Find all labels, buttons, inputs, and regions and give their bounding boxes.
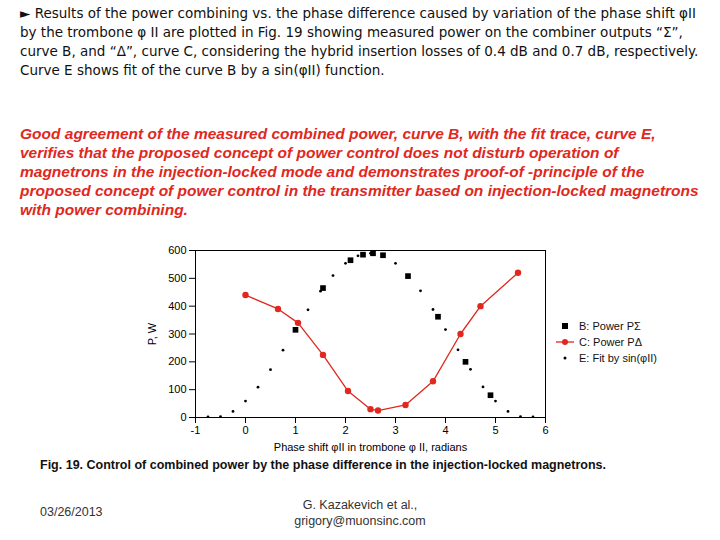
html-text:Good agreement of the measured: Good agreement of the measured combined … bbox=[20, 125, 699, 218]
svg-text:5: 5 bbox=[492, 424, 498, 436]
html-text:► Results of the power combini: ► Results of the power combining vs. the… bbox=[20, 5, 699, 78]
svg-text:4: 4 bbox=[442, 424, 448, 436]
svg-text:1: 1 bbox=[292, 424, 298, 436]
html-text:E: Fit by sin(φII): E: Fit by sin(φII) bbox=[579, 352, 657, 364]
svg-text:0: 0 bbox=[242, 424, 248, 436]
html-text:grigory@muonsinc.com: grigory@muonsinc.com bbox=[294, 514, 426, 528]
svg-text:-1: -1 bbox=[191, 424, 201, 436]
svg-text:600: 600 bbox=[168, 244, 186, 256]
html-text:B: Power PΣ: B: Power PΣ bbox=[579, 320, 641, 332]
svg-text:Phase shift φII in trombone φ: Phase shift φII in trombone φ II, radian… bbox=[274, 441, 468, 453]
svg-text:6: 6 bbox=[542, 424, 548, 436]
svg-text:100: 100 bbox=[168, 383, 186, 395]
svg-text:300: 300 bbox=[168, 328, 186, 340]
svg-text:200: 200 bbox=[168, 355, 186, 367]
html-text:C: Power PΔ: C: Power PΔ bbox=[579, 336, 642, 348]
svg-text:500: 500 bbox=[168, 272, 186, 284]
svg-text:2: 2 bbox=[342, 424, 348, 436]
svg-text:3: 3 bbox=[392, 424, 398, 436]
html-text:G. Kazakevich et al.,: G. Kazakevich et al., bbox=[302, 498, 418, 512]
svg-text:0: 0 bbox=[180, 411, 186, 423]
svg-text:400: 400 bbox=[168, 300, 186, 312]
svg-text:P, W: P, W bbox=[146, 322, 158, 345]
html-text:03/26/2013: 03/26/2013 bbox=[40, 505, 103, 519]
html-text:Fig. 19. Control of combined p: Fig. 19. Control of combined power by th… bbox=[40, 458, 606, 472]
